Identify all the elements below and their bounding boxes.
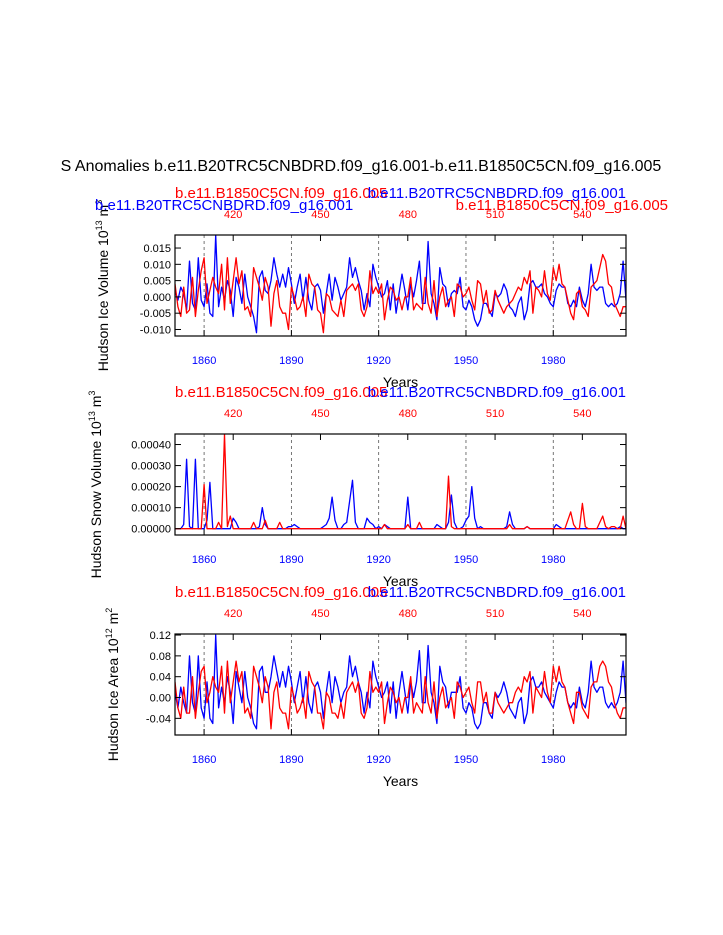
y-axis-title: Hudson Snow Volume 1013 m3 xyxy=(87,391,104,579)
x-tick-label-top: 510 xyxy=(486,408,504,420)
x-tick-label-bottom: 1950 xyxy=(454,554,478,566)
y-tick-label: -0.010 xyxy=(140,324,171,336)
y-tick-label: 0.005 xyxy=(143,276,171,288)
x-tick-label-top: 420 xyxy=(224,209,242,221)
x-tick-label-bottom: 1890 xyxy=(279,554,303,566)
series-line-b1850c5cn xyxy=(175,660,626,730)
plot-frame xyxy=(174,433,627,536)
panel-snow_volume: 0.00000 0.00010 0.00020 0.00030 0.00040 1860 1… xyxy=(87,384,627,589)
x-tick-label-top: 480 xyxy=(399,608,417,620)
x-tick-label-bottom: 1920 xyxy=(366,754,390,766)
subplot-title-left: b.e11.B1850C5CN.f09_g16.005 xyxy=(175,185,387,202)
y-tick-label: 0.12 xyxy=(150,630,171,642)
x-axis-title: Years xyxy=(383,374,418,390)
subplot-title-left: b.e11.B1850C5CN.f09_g16.005 xyxy=(175,584,387,601)
subplot-title-right: b.e11.B1850C5CN.f09_g16.005 xyxy=(456,197,668,214)
subplot-title-left: b.e11.B1850C5CN.f09_g16.005 xyxy=(175,384,387,401)
subplot-title-right: b.e11.B20TRC5CNBDRD.f09_g16.001 xyxy=(368,185,626,202)
x-tick-label-top: 480 xyxy=(399,209,417,221)
y-tick-label: 0.04 xyxy=(150,672,171,684)
y-tick-label: 0.00010 xyxy=(131,503,171,515)
series-line-b1850c5cn xyxy=(175,253,626,334)
x-tick-label-bottom: 1950 xyxy=(454,355,478,367)
panel-ice_area: -0.04 0.00 0.04 0.08 0.12 1860 1890 1920 1950 198… xyxy=(104,584,627,789)
y-axis-title: Hudson Ice Area 1012 m2 xyxy=(104,608,121,762)
series-group xyxy=(175,634,626,730)
y-axis-title: Hudson Ice Volume 1013 m3 xyxy=(94,200,111,371)
x-tick-label-top: 540 xyxy=(573,209,591,221)
subplot-title-left: b.e11.B20TRC5CNBDRD.f09_g16.001 xyxy=(95,197,353,214)
x-axis-title: Years xyxy=(383,773,418,789)
y-tick-label: 0.08 xyxy=(150,651,171,663)
x-tick-label-bottom: 1860 xyxy=(192,554,216,566)
x-axis-title: Years xyxy=(383,573,418,589)
x-tick-label-bottom: 1980 xyxy=(541,554,565,566)
y-tick-label: 0.015 xyxy=(143,243,171,255)
x-tick-label-top: 540 xyxy=(573,608,591,620)
y-tick-label: 0.00020 xyxy=(131,482,171,494)
y-tick-label: 0.000 xyxy=(143,292,171,304)
x-tick-label-bottom: 1920 xyxy=(366,355,390,367)
y-tick-label: 0.00040 xyxy=(131,440,171,452)
x-tick-label-top: 480 xyxy=(399,408,417,420)
x-tick-label-top: 540 xyxy=(573,408,591,420)
x-tick-label-top: 450 xyxy=(311,608,329,620)
y-tick-label: 0.00030 xyxy=(131,461,171,473)
series-group xyxy=(175,434,626,530)
x-tick-label-bottom: 1980 xyxy=(541,355,565,367)
y-tick-label: 0.00000 xyxy=(131,524,171,536)
series-group xyxy=(175,235,626,334)
plot-frame xyxy=(174,633,627,736)
x-tick-label-bottom: 1890 xyxy=(279,355,303,367)
series-line-b20trc5cnbdrd xyxy=(175,235,626,334)
x-tick-label-top: 420 xyxy=(224,608,242,620)
figure-title: S Anomalies b.e11.B20TRC5CNBDRD.f09_g16.… xyxy=(61,158,662,175)
x-tick-label-bottom: 1860 xyxy=(192,355,216,367)
subplot-title-right: b.e11.B20TRC5CNBDRD.f09_g16.001 xyxy=(368,584,626,601)
panel-ice_volume: -0.010 -0.005 0.000 0.005 0.010 0.015 1860 1890… xyxy=(94,185,668,390)
y-tick-label: -0.005 xyxy=(140,308,171,320)
x-tick-label-top: 450 xyxy=(311,408,329,420)
y-tick-label: -0.04 xyxy=(146,713,171,725)
plot-frame xyxy=(174,234,627,337)
y-tick-label: 0.010 xyxy=(143,259,171,271)
x-tick-label-top: 510 xyxy=(486,209,504,221)
x-tick-label-bottom: 1980 xyxy=(541,754,565,766)
series-line-b20trc5cnbdrd xyxy=(175,634,626,730)
x-tick-label-bottom: 1920 xyxy=(366,554,390,566)
x-tick-label-bottom: 1950 xyxy=(454,754,478,766)
x-tick-label-bottom: 1860 xyxy=(192,754,216,766)
series-line-b1850c5cn xyxy=(175,434,626,530)
x-tick-label-top: 510 xyxy=(486,608,504,620)
x-tick-label-top: 420 xyxy=(224,408,242,420)
x-tick-label-bottom: 1890 xyxy=(279,754,303,766)
series-line-b20trc5cnbdrd xyxy=(175,458,626,530)
subplot-title-right: b.e11.B20TRC5CNBDRD.f09_g16.001 xyxy=(368,384,626,401)
y-tick-label: 0.00 xyxy=(150,693,171,705)
x-tick-label-top: 450 xyxy=(311,209,329,221)
